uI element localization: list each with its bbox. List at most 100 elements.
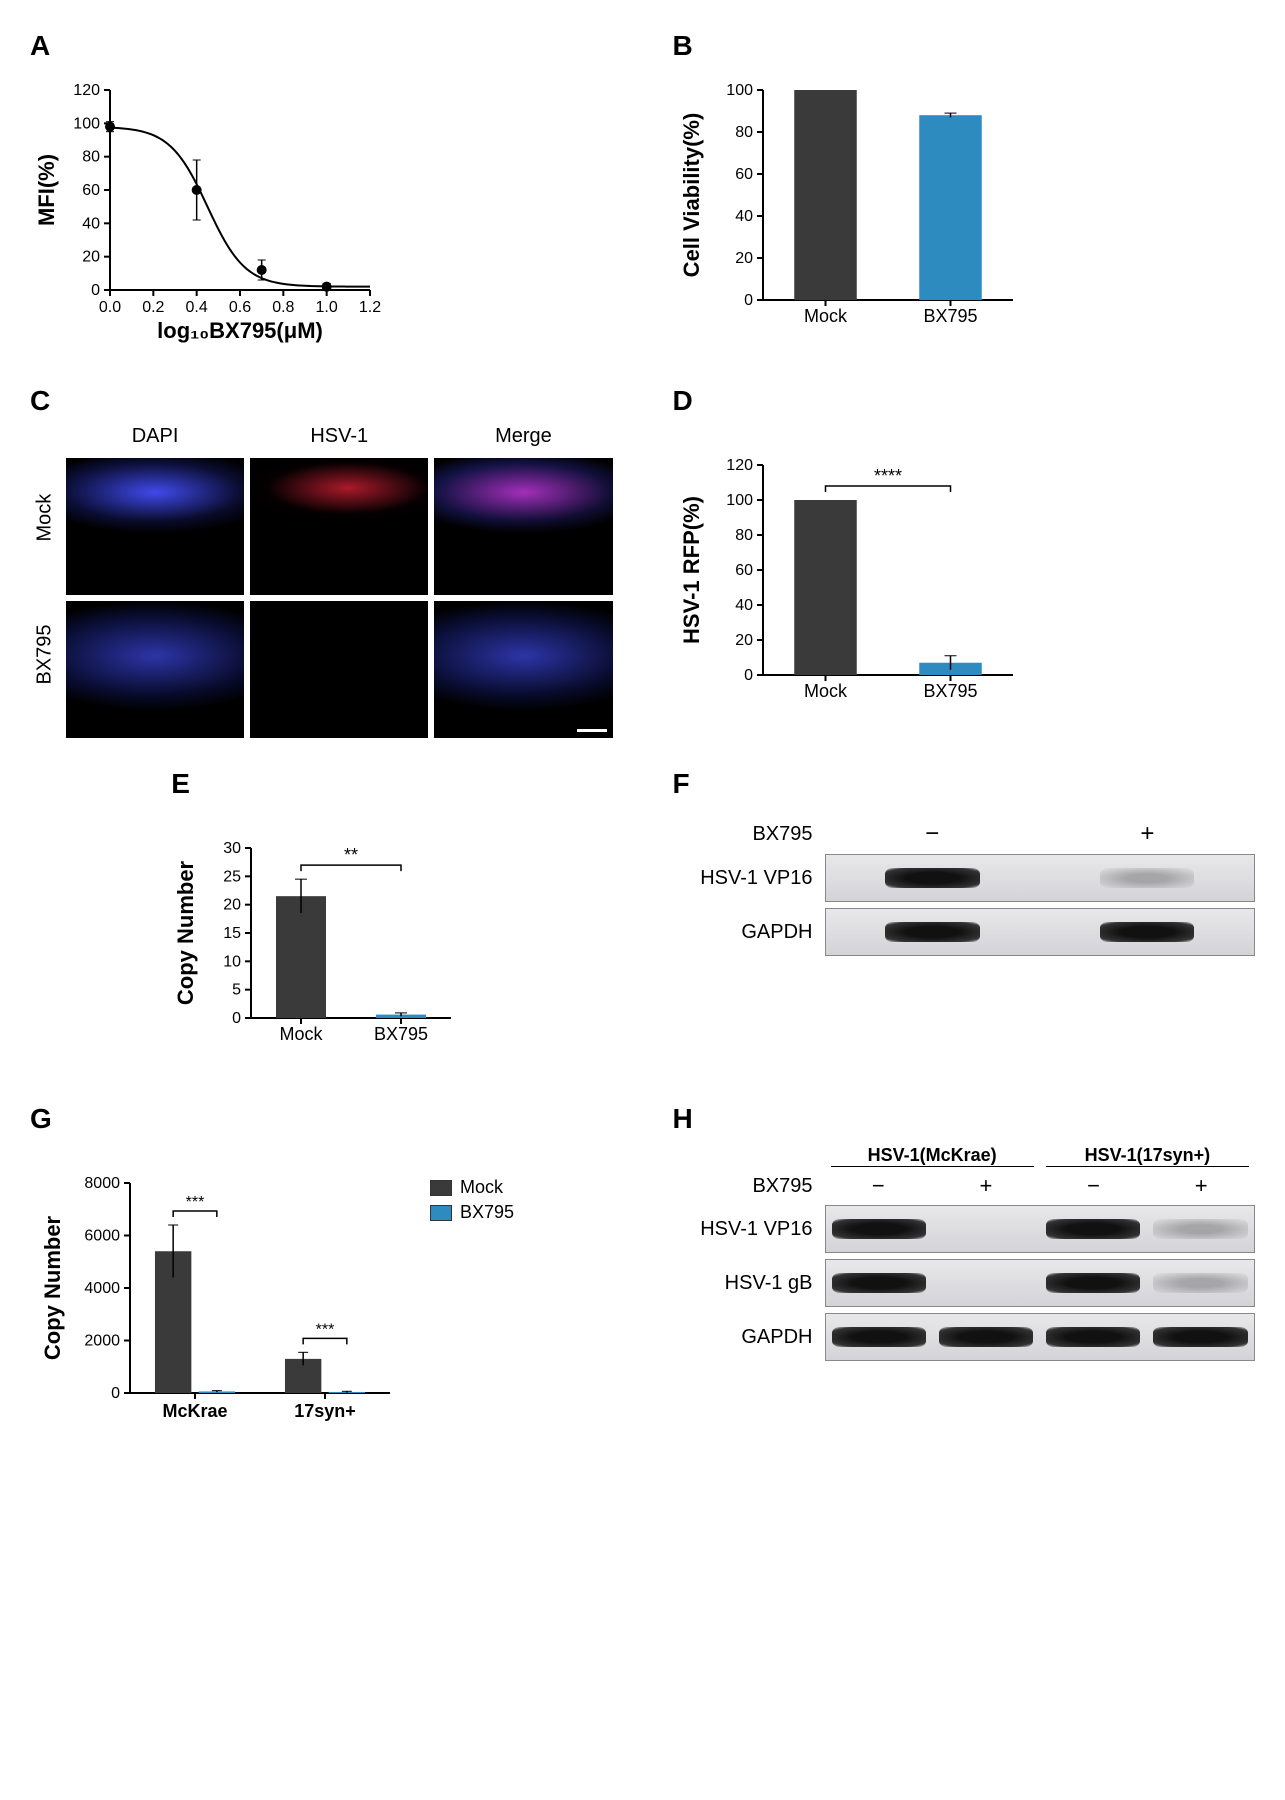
scalebar (577, 729, 607, 732)
micrograph-mock-merge (434, 458, 612, 595)
panel-b-label: B (673, 30, 1256, 62)
svg-text:5: 5 (232, 982, 241, 999)
svg-text:0.6: 0.6 (229, 299, 251, 316)
panel-e-label: E (171, 768, 471, 800)
panel-a-label: A (30, 30, 613, 62)
svg-text:40: 40 (82, 215, 100, 232)
svg-text:BX795: BX795 (923, 306, 977, 326)
svg-text:0.8: 0.8 (272, 299, 294, 316)
svg-text:100: 100 (73, 115, 100, 132)
svg-text:25: 25 (223, 868, 241, 885)
svg-text:0.0: 0.0 (99, 299, 121, 316)
row-bx795-label: BX795 (34, 655, 57, 685)
svg-text:100: 100 (726, 492, 753, 509)
blot-band (832, 1273, 926, 1293)
blot-band (832, 1219, 926, 1239)
blot-row: HSV-1 VP16 (673, 1205, 1256, 1253)
svg-text:15: 15 (223, 925, 241, 942)
panel-h-blot: HSV-1 VP16 HSV-1 gB GAPDH (673, 1205, 1256, 1361)
blot-row-label: HSV-1 VP16 (673, 1218, 825, 1241)
panel-f-plus: + (1140, 820, 1154, 848)
micrograph-mock-dapi (66, 458, 244, 595)
blot-band (1046, 1327, 1140, 1347)
panel-g-legend: Mock BX795 (430, 1173, 514, 1227)
svg-text:Copy Number: Copy Number (40, 1216, 65, 1361)
blot-row-label: GAPDH (673, 921, 825, 944)
svg-text:4000: 4000 (84, 1280, 120, 1297)
blot-band (832, 1327, 926, 1347)
panel-g-chart: 02000400060008000***McKrae***17syn+Copy … (30, 1143, 410, 1443)
col-hdr-dapi: DAPI (66, 425, 244, 452)
blot-band (1153, 1273, 1247, 1293)
blot-row: HSV-1 VP16 (673, 854, 1256, 902)
svg-text:0: 0 (744, 667, 753, 684)
micrograph-bx795-dapi (66, 601, 244, 738)
blot-lane (825, 1259, 1256, 1307)
svg-text:HSV-1 RFP(%): HSV-1 RFP(%) (679, 496, 704, 644)
blot-band (1100, 868, 1194, 888)
panel-f-treatment-row: BX795 − + (673, 820, 1256, 848)
svg-text:****: **** (873, 466, 901, 486)
panel-h-treatment-row: BX795 − + − + (673, 1173, 1256, 1199)
svg-text:100: 100 (726, 82, 753, 99)
svg-text:40: 40 (735, 597, 753, 614)
panel-e-chart: 051015202530MockBX795**Copy Number (171, 808, 471, 1068)
svg-text:0.4: 0.4 (186, 299, 208, 316)
svg-text:17syn+: 17syn+ (294, 1401, 356, 1421)
svg-text:BX795: BX795 (374, 1024, 428, 1044)
blot-band (885, 922, 979, 942)
blot-row: HSV-1 gB (673, 1259, 1256, 1307)
svg-text:***: *** (186, 1194, 205, 1211)
svg-text:0: 0 (744, 292, 753, 309)
svg-text:MFI(%): MFI(%) (34, 154, 59, 226)
svg-text:60: 60 (735, 562, 753, 579)
blot-band (939, 1219, 1033, 1239)
panel-h-label: H (673, 1103, 1256, 1135)
blot-row-label: HSV-1 VP16 (673, 867, 825, 890)
panel-e: E 051015202530MockBX795**Copy Number (30, 768, 613, 1073)
panel-d-chart: 0 20 40 60 80 100 120 Mock BX795 **** HSV-1 RFP(%) (673, 425, 1033, 725)
svg-text:20: 20 (735, 632, 753, 649)
panel-h: H HSV-1(McKrae) HSV-1(17syn+) BX795 − + … (673, 1103, 1256, 1448)
blot-band (1153, 1327, 1247, 1347)
svg-text:20: 20 (735, 250, 753, 267)
row-mock-label: Mock (34, 512, 57, 542)
svg-text:60: 60 (735, 166, 753, 183)
micrograph-bx795-hsv1 (250, 601, 428, 738)
svg-text:log₁₀BX795(μM): log₁₀BX795(μM) (157, 318, 323, 343)
svg-text:10: 10 (223, 953, 241, 970)
micrograph-grid: DAPI HSV-1 Merge Mock BX795 (30, 425, 613, 738)
svg-text:0: 0 (91, 282, 100, 299)
blot-band (939, 1327, 1033, 1347)
svg-text:120: 120 (73, 82, 100, 99)
legend-bx795: BX795 (430, 1202, 514, 1223)
panel-f-label: F (673, 768, 1256, 800)
svg-text:8000: 8000 (84, 1175, 120, 1192)
panel-f-minus: − (925, 820, 939, 848)
panel-b: B 020406080100MockBX795Cell Viability(%) (673, 30, 1256, 355)
legend-mock: Mock (430, 1177, 514, 1198)
svg-text:2000: 2000 (84, 1333, 120, 1350)
blot-lane (825, 854, 1256, 902)
panel-f-blot: HSV-1 VP16 GAPDH (673, 854, 1256, 956)
strain-mckrae: HSV-1(McKrae) (831, 1145, 1034, 1167)
svg-text:Mock: Mock (803, 681, 847, 701)
svg-text:1.0: 1.0 (316, 299, 338, 316)
blot-row: GAPDH (673, 1313, 1256, 1361)
svg-text:0: 0 (111, 1385, 120, 1402)
blot-band (1153, 1219, 1247, 1239)
svg-text:BX795: BX795 (923, 681, 977, 701)
svg-text:McKrae: McKrae (162, 1401, 227, 1421)
panel-f: F BX795 − + HSV-1 VP16 GAPDH (673, 768, 1256, 1073)
svg-text:60: 60 (82, 182, 100, 199)
svg-text:**: ** (344, 845, 358, 865)
strain-17syn: HSV-1(17syn+) (1046, 1145, 1249, 1167)
svg-text:20: 20 (82, 249, 100, 266)
micrograph-bx795-merge (434, 601, 612, 738)
svg-text:120: 120 (726, 457, 753, 474)
col-hdr-merge: Merge (434, 425, 612, 452)
blot-lane (825, 1205, 1256, 1253)
figure-container: A 0204060801001200.00.20.40.60.81.01.2MF… (30, 30, 1255, 1448)
svg-text:80: 80 (735, 527, 753, 544)
panel-b-chart: 020406080100MockBX795Cell Viability(%) (673, 70, 1033, 350)
